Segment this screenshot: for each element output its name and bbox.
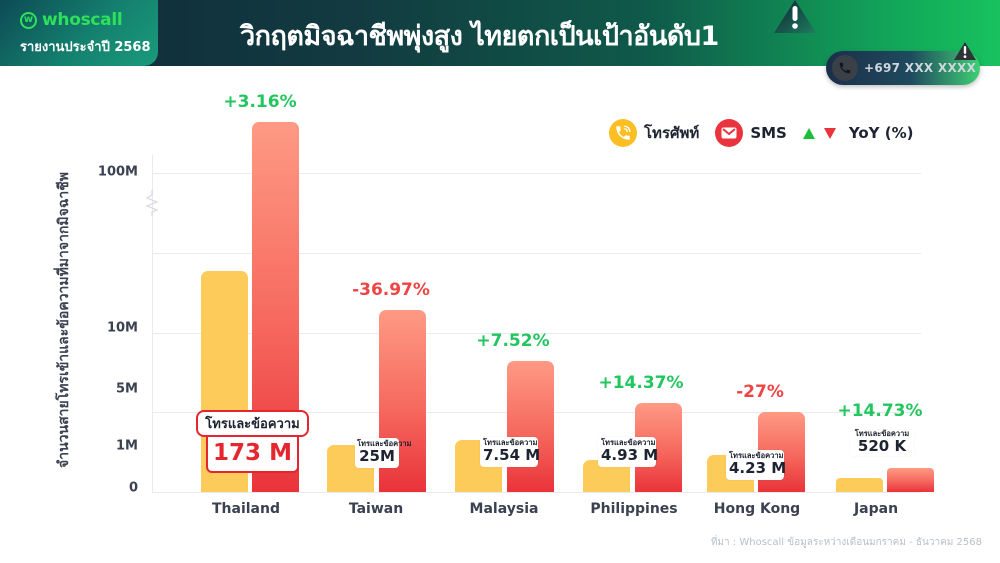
- axis-break-icon: [145, 190, 159, 216]
- legend-label-yoy: YoY (%): [848, 124, 914, 142]
- total-box-japan: โทรและข้อความ 520 K: [850, 429, 914, 456]
- x-label-japan: Japan: [853, 501, 899, 517]
- y-tick-100m: 100M: [97, 164, 138, 180]
- phone-number-text: +697 XXX XXXX: [864, 61, 977, 75]
- total-caption-thailand: โทรและข้อความ: [196, 410, 309, 437]
- y-tick-10m: 10M: [106, 320, 138, 336]
- whoscall-logo-icon: w: [20, 11, 37, 29]
- warning-triangle-icon: [774, 0, 816, 33]
- yoy-taiwan: -36.97%: [352, 280, 430, 300]
- y-tick-5m: 5M: [116, 381, 138, 397]
- report-subtitle: รายงานประจำปี 2568: [20, 40, 151, 55]
- yoy-philippines: +14.37%: [598, 373, 684, 393]
- phone-icon: [832, 55, 858, 81]
- total-caption-malaysia: โทรและข้อความ: [483, 438, 538, 447]
- x-label-hong-kong: Hong Kong: [713, 501, 801, 517]
- header-banner: w whoscall รายงานประจำปี 2568 วิกฤตมิจฉา…: [0, 0, 1000, 66]
- y-axis-title: จำนวนสายโทรเข้าและข้อความที่มาจากมิจฉาชี…: [56, 172, 72, 468]
- source-note: ที่มา : Whoscall ข้อมูลระหว่างเดือนมกราค…: [710, 537, 982, 548]
- yoy-malaysia: +7.52%: [476, 331, 550, 351]
- legend-item-yoy: YoY (%): [802, 124, 914, 142]
- total-value-japan: 520 K: [857, 437, 907, 456]
- warning-triangle-small-icon: [954, 42, 976, 60]
- x-label-thailand: Thailand: [212, 501, 280, 517]
- total-box-hong-kong: โทรและข้อความ 4.23 M: [726, 450, 787, 480]
- total-value-malaysia: 7.54 M: [483, 446, 541, 465]
- gridline-100m: [153, 173, 921, 174]
- bar-sms-japan: [887, 468, 934, 492]
- total-box-taiwan: โทรและข้อความ 25M: [355, 438, 412, 468]
- yoy-thailand: +3.16%: [223, 92, 297, 112]
- y-tick-zero: 0: [128, 480, 138, 496]
- yoy-japan: +14.73%: [837, 401, 923, 421]
- brand-box: w whoscall รายงานประจำปี 2568: [0, 0, 158, 66]
- triangle-up-icon: [802, 127, 815, 139]
- legend-item-call: โทรศัพท์: [609, 119, 699, 147]
- page-title: วิกฤตมิจฉาชีพพุ่งสูง ไทยตกเป็นเป้าอันดับ…: [240, 21, 719, 52]
- whoscall-logo: w whoscall: [20, 10, 123, 30]
- y-tick-1m: 1M: [116, 438, 138, 454]
- gridline-10m: [153, 333, 921, 334]
- legend-label-sms: SMS: [750, 124, 787, 142]
- x-label-philippines: Philippines: [590, 501, 678, 517]
- envelope-icon: [715, 119, 744, 147]
- total-value-taiwan: 25M: [359, 447, 395, 466]
- y-axis-line: [152, 155, 153, 493]
- total-caption-hong-kong: โทรและข้อความ: [729, 451, 784, 460]
- triangle-down-icon: [823, 127, 836, 139]
- legend-label-call: โทรศัพท์: [644, 124, 700, 142]
- gridline-zero: [153, 492, 921, 493]
- bar-call-japan: [836, 478, 883, 492]
- gridline-mid: [153, 253, 921, 254]
- total-value-thailand: 173 M: [206, 435, 299, 473]
- total-box-philippines: โทรและข้อความ 4.93 M: [598, 437, 659, 467]
- total-caption-taiwan: โทรและข้อความ: [357, 439, 412, 448]
- scam-phone-badge: +697 XXX XXXX: [826, 51, 980, 85]
- legend-item-sms: SMS: [715, 119, 787, 147]
- brand-name: whoscall: [42, 10, 123, 30]
- total-value-hong-kong: 4.23 M: [729, 459, 787, 478]
- phone-call-icon: [609, 119, 637, 147]
- total-caption-japan: โทรและข้อความ: [854, 429, 910, 438]
- chart-legend: โทรศัพท์ SMS YoY (%): [609, 119, 921, 147]
- total-box-malaysia: โทรและข้อความ 7.54 M: [480, 437, 541, 467]
- x-label-taiwan: Taiwan: [348, 501, 404, 517]
- bar-sms-malaysia: [507, 361, 554, 492]
- total-value-philippines: 4.93 M: [601, 446, 659, 465]
- yoy-hong-kong: -27%: [736, 382, 784, 402]
- total-caption-philippines: โทรและข้อความ: [601, 438, 656, 447]
- x-label-malaysia: Malaysia: [469, 501, 539, 517]
